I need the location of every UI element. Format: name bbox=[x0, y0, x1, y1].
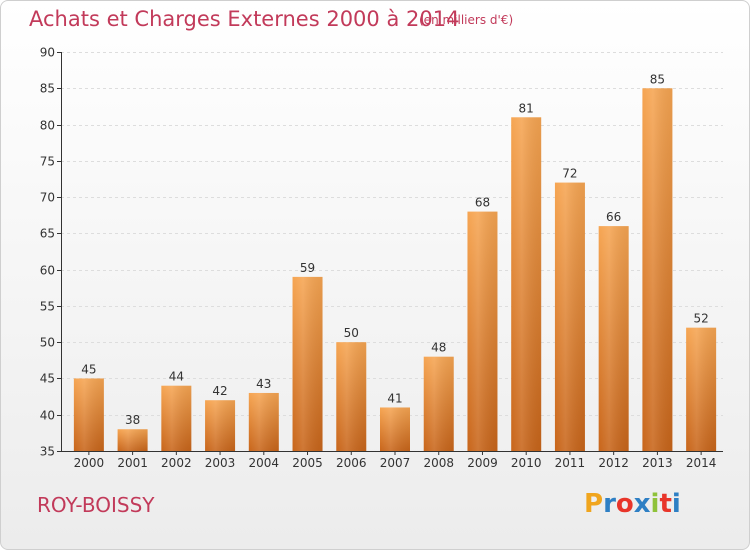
bar-shine-2011 bbox=[554, 182, 585, 451]
brand-letter: o bbox=[615, 489, 634, 519]
bar-shine-2013 bbox=[642, 88, 673, 451]
x-tick-label-2011: 2011 bbox=[555, 456, 586, 470]
data-label-2010: 81 bbox=[519, 101, 534, 115]
y-tick-label: 45 bbox=[40, 372, 55, 386]
chart-subtitle: (en milliers d'€) bbox=[419, 13, 514, 27]
x-tick-label-2013: 2013 bbox=[642, 456, 673, 470]
x-tick-label-2000: 2000 bbox=[74, 456, 105, 470]
brand-letter: x bbox=[633, 489, 651, 519]
data-label-2005: 59 bbox=[300, 261, 315, 275]
data-label-2000: 45 bbox=[81, 362, 96, 376]
brand-letter: i bbox=[650, 489, 660, 519]
x-tick-label-2002: 2002 bbox=[161, 456, 192, 470]
bar-shine-2002 bbox=[161, 385, 192, 451]
y-tick-label: 65 bbox=[40, 227, 55, 241]
y-tick-label: 55 bbox=[40, 300, 55, 314]
data-label-2001: 38 bbox=[125, 413, 140, 427]
data-label-2003: 42 bbox=[212, 384, 227, 398]
data-label-2006: 50 bbox=[344, 326, 359, 340]
y-tick-label: 85 bbox=[40, 82, 55, 96]
x-tick-label-2010: 2010 bbox=[511, 456, 542, 470]
x-tick-label-2004: 2004 bbox=[249, 456, 280, 470]
data-label-2013: 85 bbox=[650, 72, 665, 86]
data-label-2004: 43 bbox=[256, 377, 271, 391]
bar-shine-2014 bbox=[686, 327, 717, 451]
bar-shine-2006 bbox=[336, 342, 367, 451]
bar-shine-2000 bbox=[73, 378, 104, 451]
chart-title: Achats et Charges Externes 2000 à 2014 bbox=[29, 7, 460, 31]
bar-shine-2001 bbox=[117, 429, 148, 451]
data-label-2014: 52 bbox=[693, 312, 708, 326]
y-tick-label: 75 bbox=[40, 155, 55, 169]
bar-shine-2008 bbox=[423, 356, 454, 451]
x-tick-label-2006: 2006 bbox=[336, 456, 367, 470]
brand-letter: t bbox=[659, 489, 672, 519]
x-tick-label-2012: 2012 bbox=[598, 456, 629, 470]
y-tick-label: 60 bbox=[40, 264, 55, 278]
x-tick-label-2009: 2009 bbox=[467, 456, 498, 470]
x-tick-label-2008: 2008 bbox=[423, 456, 454, 470]
bar-shine-2012 bbox=[598, 226, 629, 451]
bar-shine-2010 bbox=[511, 117, 542, 452]
data-label-2007: 41 bbox=[387, 391, 402, 405]
y-tick-label: 50 bbox=[40, 336, 55, 350]
x-tick-label-2001: 2001 bbox=[117, 456, 148, 470]
bar-layer: 45 38 44 42 43 59 50 41 48 68 81 72 66 85 52 bbox=[73, 72, 717, 452]
bar-shine-2003 bbox=[205, 400, 236, 451]
y-tick-label: 35 bbox=[40, 445, 55, 459]
bar-shine-2007 bbox=[380, 407, 410, 451]
y-tick-label: 90 bbox=[40, 46, 55, 60]
data-label-2008: 48 bbox=[431, 341, 446, 355]
bar-shine-2005 bbox=[292, 276, 323, 451]
bar-shine-2009 bbox=[467, 211, 498, 451]
bar-shine-2004 bbox=[248, 392, 279, 451]
data-label-2002: 44 bbox=[169, 370, 184, 384]
x-tick-label-2014: 2014 bbox=[686, 456, 717, 470]
x-tick-label-2003: 2003 bbox=[205, 456, 236, 470]
y-tick-label: 80 bbox=[40, 119, 55, 133]
town-name: ROY-BOISSY bbox=[37, 493, 155, 517]
data-label-2011: 72 bbox=[562, 167, 577, 181]
y-tick-label: 40 bbox=[40, 409, 55, 423]
brand-letter: r bbox=[603, 489, 616, 519]
data-label-2012: 66 bbox=[606, 210, 621, 224]
data-label-2009: 68 bbox=[475, 196, 490, 210]
proxiti-logo[interactable]: Proxiti bbox=[584, 489, 681, 519]
brand-letter: i bbox=[671, 489, 681, 519]
axis-layer: 35 40 45 50 55 60 65 70 75 80 85 90 2000 2001 2002 2003… bbox=[40, 46, 723, 470]
brand-letter: P bbox=[584, 489, 604, 519]
y-tick-label: 70 bbox=[40, 191, 55, 205]
x-tick-label-2007: 2007 bbox=[380, 456, 411, 470]
x-tick-label-2005: 2005 bbox=[292, 456, 323, 470]
